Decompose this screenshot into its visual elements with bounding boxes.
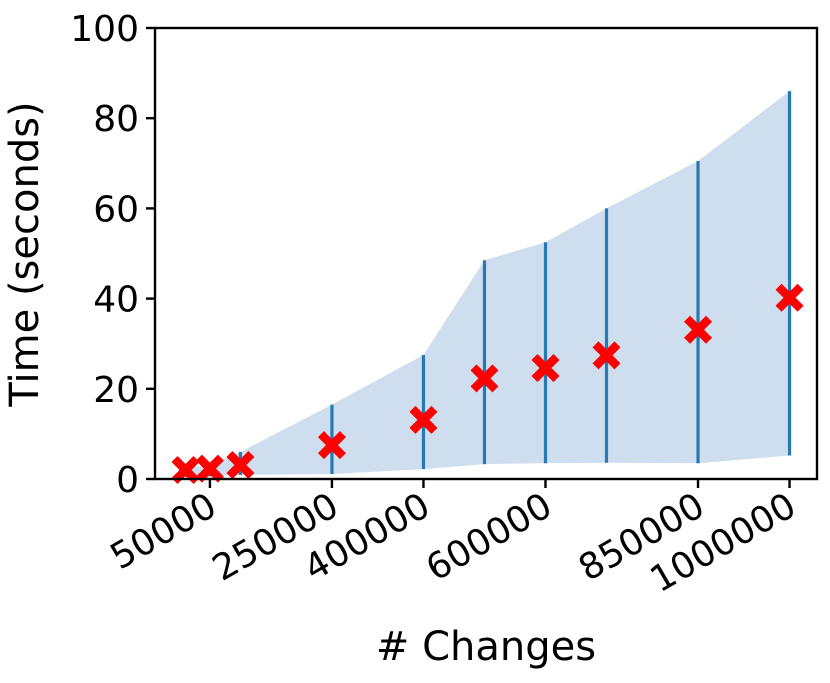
axes-spines (153, 26, 819, 481)
y-axis-label: Time (seconds) (2, 101, 48, 407)
y-tick-label: 40 (93, 280, 139, 321)
mean-marker (195, 454, 224, 483)
y-tick-label: 80 (93, 99, 139, 140)
mean-marker (317, 431, 346, 460)
y-tick-label: 100 (70, 9, 139, 50)
min-max-band (185, 91, 790, 477)
y-tick-label: 0 (116, 460, 139, 501)
y-tick-label: 20 (93, 370, 139, 411)
y-tick-label: 60 (93, 189, 139, 230)
mean-marker (531, 354, 560, 383)
mean-marker (592, 341, 621, 370)
mean-marker (171, 455, 200, 484)
x-axis-label: # Changes (376, 624, 596, 670)
mean-marker (226, 451, 255, 480)
mean-marker (470, 364, 499, 393)
mean-marker (409, 405, 438, 434)
x-tick-label: 600000 (419, 485, 559, 589)
mean-marker (684, 315, 713, 344)
mean-marker (775, 283, 804, 312)
